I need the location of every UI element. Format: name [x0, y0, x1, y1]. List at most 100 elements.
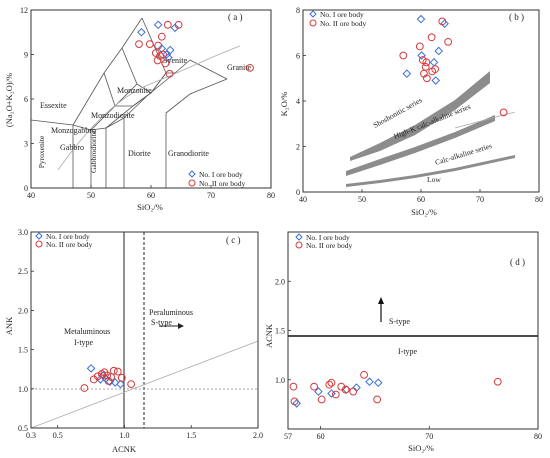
field-granite: Granite — [227, 63, 251, 72]
field-granodiorite: Granodiorite — [168, 149, 209, 158]
x-tick-label: 0.3 — [26, 431, 36, 440]
data-point-diamond — [165, 45, 175, 55]
panel-b-points — [399, 14, 508, 117]
y-tick-label: 1.0 — [18, 385, 28, 394]
x-tick-label: 60 — [317, 432, 325, 441]
data-point-diamond — [157, 44, 167, 53]
field-i-type: I-type — [74, 338, 94, 347]
x-tick-label: 70 — [207, 191, 215, 200]
data-point-circle — [499, 108, 508, 117]
x-tick-label: 80 — [267, 191, 275, 200]
data-point-diamond — [365, 377, 374, 387]
data-point-circle — [153, 56, 162, 65]
data-point-circle — [325, 380, 334, 389]
data-point-circle — [341, 385, 350, 394]
data-point-circle — [145, 40, 154, 49]
panel-d: 57 60 70 80 1.0 1.5 2.0 ( d ) ACNK SiO₂/% S-ty… — [264, 231, 542, 453]
data-point-circle — [431, 65, 440, 74]
data-point-circle — [107, 373, 116, 381]
data-point-diamond — [429, 58, 439, 67]
x-tick-label: 0.5 — [53, 431, 63, 440]
x-tick-label: 70 — [476, 195, 484, 204]
field-gabbro: Gabbro — [60, 143, 84, 152]
legend-series-1: No. I ore body — [306, 233, 350, 242]
data-point-circle — [163, 20, 172, 29]
x-tick-label: 50 — [87, 191, 95, 200]
panel-a-ylabel: (Na₂O+K₂O)/% — [4, 73, 14, 127]
x-tick-label: 1.5 — [186, 431, 196, 440]
field-s-type: S-type — [389, 317, 410, 326]
field-essexite: Essexite — [40, 101, 67, 110]
y-tick-label: 6 — [24, 95, 28, 104]
y-tick-label: 0.5 — [18, 424, 28, 433]
panel-c-frame — [30, 231, 259, 429]
panel-a-legend: No. I ore body No. II ore body — [188, 170, 245, 188]
data-point-circle — [157, 32, 166, 41]
panel-d-xlabel: SiO₂/% — [408, 443, 434, 453]
y-tick-label: 1.0 — [275, 376, 285, 385]
y-tick-label: 6 — [296, 52, 300, 61]
legend-diamond-icon — [35, 232, 43, 240]
legend-series-2: No. II ore body — [306, 241, 352, 250]
data-point-diamond — [116, 379, 125, 389]
data-point-circle — [444, 37, 453, 46]
y-tick-label: 0 — [296, 188, 300, 197]
legend-diamond-icon — [295, 233, 303, 241]
band-shoshonitic-high-k — [350, 71, 490, 161]
panel-a-fields — [31, 17, 241, 188]
legend-series-2: No. II ore body — [199, 179, 245, 188]
field-pyroxenite: Pyroxenite — [37, 135, 46, 168]
panel-c-points — [80, 364, 136, 392]
x-tick-label: 80 — [534, 432, 542, 441]
field-gabbrodiorite: Gabbrodiorite — [89, 130, 98, 173]
field-monzodiorite: Monzodiorite — [91, 111, 135, 120]
panel-c: 0.3 0.5 1.0 1.5 2.00.51.01.52.02.53.0 ( c ) … — [4, 228, 263, 454]
data-point-circle — [117, 373, 126, 382]
data-point-circle — [104, 377, 113, 385]
band-high-k-calc — [346, 115, 495, 176]
panel-a: 40 50 60 70 80 0 3 6 9 12 ( a ) (Na₂O+K₂O)/% SiO₂… — [4, 6, 275, 212]
field-monzogabbro: Monzogabbro — [51, 126, 96, 135]
panel-b-ticks: 40 50 60 70 80 0 2 4 6 8 — [296, 6, 543, 204]
panel-a-tag: ( a ) — [228, 12, 243, 22]
data-point-diamond — [402, 69, 412, 79]
data-point-circle — [349, 387, 358, 396]
field-diorite: Diorite — [128, 149, 151, 158]
legend-series-2: No. II ore body — [46, 240, 92, 249]
y-tick-label: 3.0 — [18, 228, 28, 237]
legend-series-1: No. I ore body — [199, 170, 243, 179]
panel-a-ticks: 40 50 60 70 80 0 3 6 9 12 — [20, 6, 275, 200]
x-tick-label: 57 — [284, 432, 292, 441]
legend-series-2: No. II ore body — [320, 19, 366, 28]
y-tick-label: 2.5 — [18, 267, 28, 276]
legend-circle-icon — [188, 179, 196, 187]
data-point-diamond — [416, 14, 426, 24]
data-point-circle — [415, 42, 424, 51]
data-point-circle — [422, 58, 431, 67]
legend-circle-icon — [295, 241, 303, 249]
panel-c-ticks: 0.3 0.5 1.0 1.5 2.00.51.01.52.02.53.0 — [18, 228, 263, 440]
legend-series-1: No. I ore body — [320, 10, 364, 19]
field-peraluminous: Peraluminous — [149, 308, 193, 317]
panel-a-points — [135, 20, 254, 78]
panel-c-ylabel: ANK — [4, 316, 14, 335]
data-point-diamond — [153, 20, 163, 30]
data-point-diamond — [440, 19, 449, 28]
band-calc-low — [346, 155, 515, 187]
panel-d-tag: ( d ) — [510, 257, 525, 267]
panel-d-legend: No. I ore body No. II ore body — [295, 233, 352, 250]
panel-a-frame — [30, 9, 272, 189]
data-point-circle — [331, 390, 340, 399]
field-monzonite: Monzonite — [117, 86, 152, 95]
data-point-circle — [421, 62, 430, 71]
panel-d-points — [289, 370, 502, 408]
field-metaluminous: Metaluminous — [64, 327, 110, 336]
data-point-circle — [317, 395, 326, 404]
panel-b-ylabel: K₂O/% — [279, 92, 289, 117]
data-point-circle — [360, 370, 368, 379]
data-point-circle — [93, 372, 102, 381]
data-point-circle — [135, 40, 143, 49]
data-point-diamond — [86, 364, 96, 373]
